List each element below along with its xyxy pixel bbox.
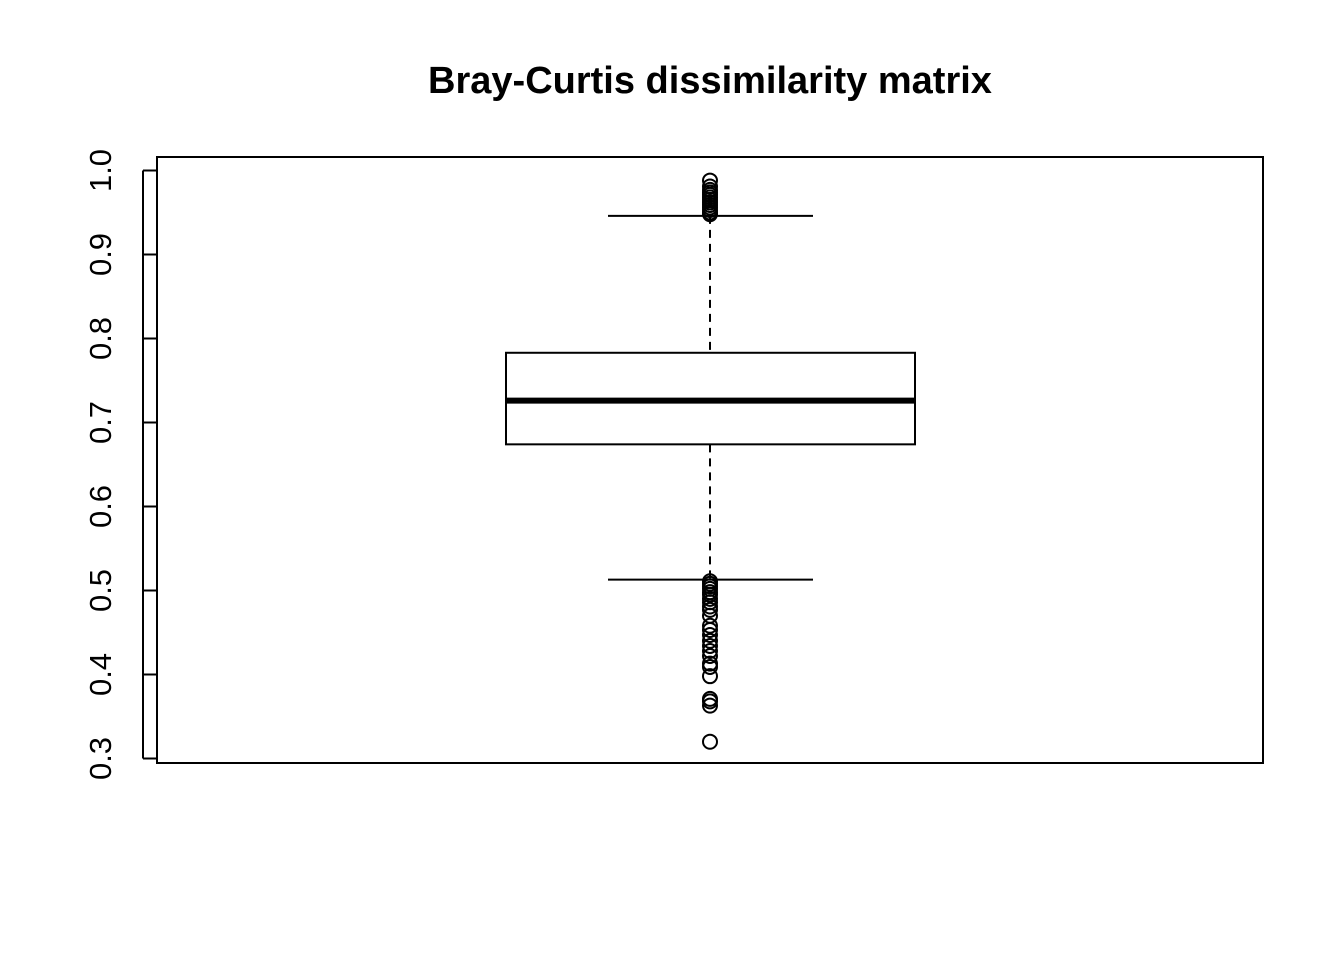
- outlier-point: [702, 617, 718, 634]
- y-tick-label: 0.6: [83, 485, 118, 528]
- outlier-point: [702, 642, 718, 659]
- y-axis: 0.3 0.4 0.5 0.6 0.7 0.8 0.9 1.0: [83, 149, 156, 780]
- outlier-point: [702, 648, 718, 665]
- outlier-point: [702, 601, 718, 618]
- y-tick-label: 0.7: [83, 401, 118, 444]
- y-tick-label: 0.3: [83, 737, 118, 780]
- outlier-point: [702, 586, 718, 603]
- chart-title: Bray-Curtis dissimilarity matrix: [428, 60, 992, 102]
- y-tick-label: 0.5: [83, 569, 118, 612]
- y-tick-label: 0.4: [83, 653, 118, 696]
- outlier-point: [702, 632, 718, 649]
- y-tick-label: 0.9: [83, 233, 118, 276]
- outlier-point: [702, 627, 718, 644]
- outlier-point: [702, 697, 718, 714]
- y-tick-label: 1.0: [83, 149, 118, 192]
- outlier-point: [702, 658, 718, 675]
- outlier-point: [702, 668, 718, 685]
- boxplot-series: [505, 172, 916, 750]
- outlier-point: [702, 621, 718, 638]
- plot-frame: [156, 156, 1264, 764]
- outlier-point: [702, 637, 718, 654]
- y-tick-label: 0.8: [83, 317, 118, 360]
- outlier-point: [702, 693, 718, 710]
- outlier-point: [702, 206, 718, 223]
- outlier-point: [702, 733, 718, 750]
